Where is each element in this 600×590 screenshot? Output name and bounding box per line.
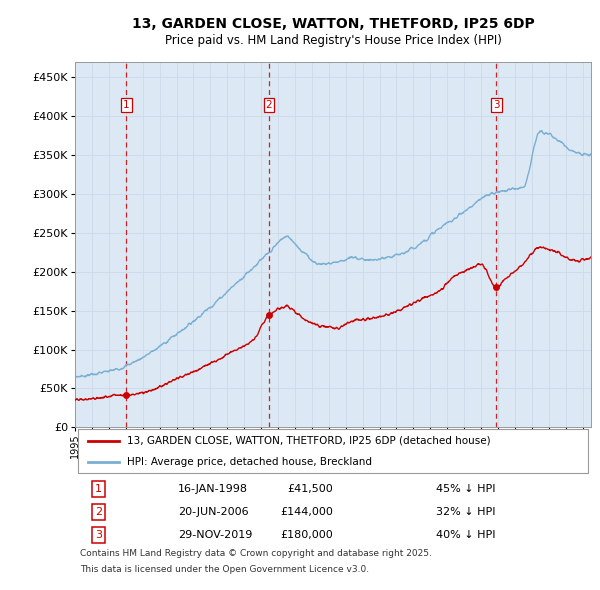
Text: Price paid vs. HM Land Registry's House Price Index (HPI): Price paid vs. HM Land Registry's House … (164, 34, 502, 47)
Text: 32% ↓ HPI: 32% ↓ HPI (436, 507, 496, 517)
Text: 45% ↓ HPI: 45% ↓ HPI (436, 484, 496, 494)
Text: 16-JAN-1998: 16-JAN-1998 (178, 484, 248, 494)
Text: 13, GARDEN CLOSE, WATTON, THETFORD, IP25 6DP (detached house): 13, GARDEN CLOSE, WATTON, THETFORD, IP25… (127, 436, 490, 446)
Text: 3: 3 (493, 100, 500, 110)
Text: 2: 2 (95, 507, 102, 517)
Text: 40% ↓ HPI: 40% ↓ HPI (436, 530, 496, 540)
Text: 20-JUN-2006: 20-JUN-2006 (178, 507, 249, 517)
Text: This data is licensed under the Open Government Licence v3.0.: This data is licensed under the Open Gov… (80, 565, 369, 573)
Text: 1: 1 (123, 100, 130, 110)
Text: 13, GARDEN CLOSE, WATTON, THETFORD, IP25 6DP: 13, GARDEN CLOSE, WATTON, THETFORD, IP25… (131, 17, 535, 31)
Text: 1: 1 (95, 484, 102, 494)
Text: £180,000: £180,000 (280, 530, 333, 540)
Text: £144,000: £144,000 (280, 507, 333, 517)
Text: HPI: Average price, detached house, Breckland: HPI: Average price, detached house, Brec… (127, 457, 371, 467)
Text: 3: 3 (95, 530, 102, 540)
Text: 2: 2 (266, 100, 272, 110)
Text: 29-NOV-2019: 29-NOV-2019 (178, 530, 253, 540)
Text: Contains HM Land Registry data © Crown copyright and database right 2025.: Contains HM Land Registry data © Crown c… (80, 549, 432, 558)
Text: £41,500: £41,500 (287, 484, 333, 494)
FancyBboxPatch shape (77, 430, 589, 473)
